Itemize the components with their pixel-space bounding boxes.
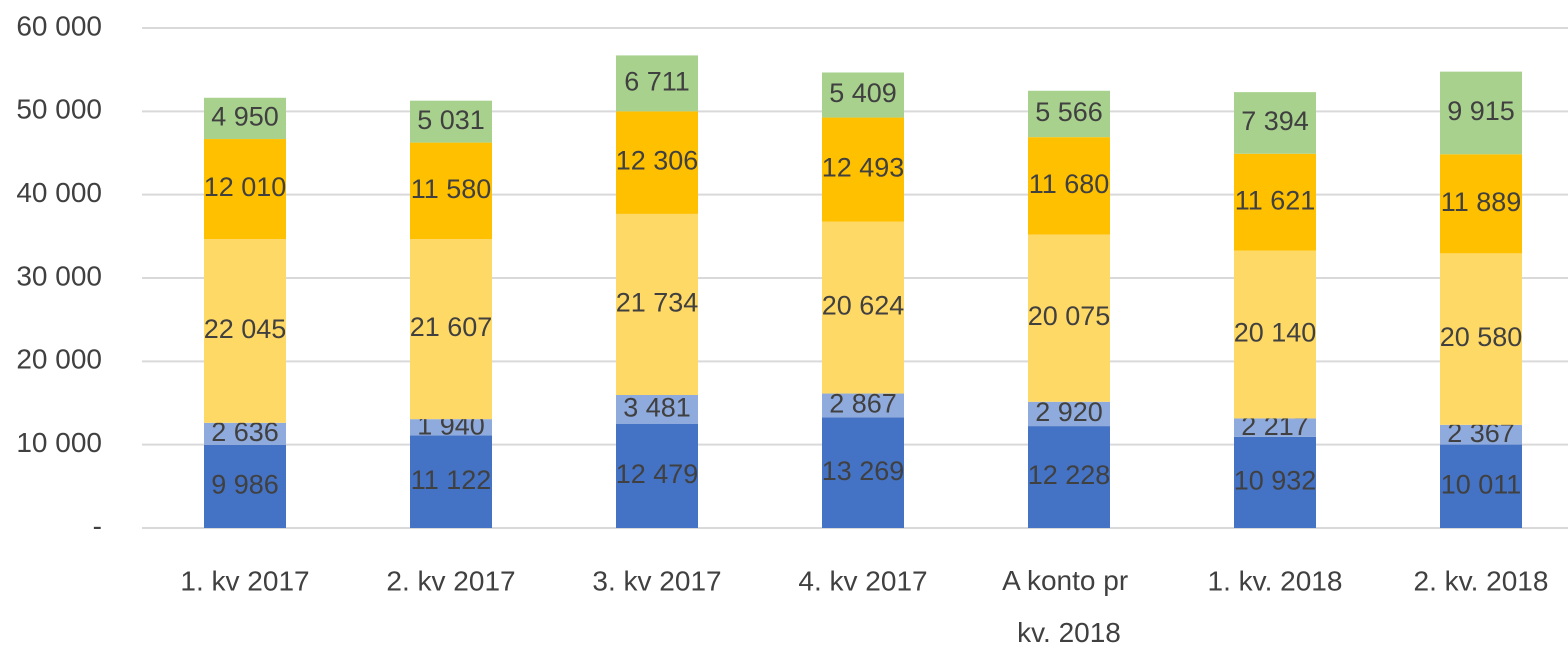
y-tick-label: 40 000: [16, 177, 102, 208]
bar-segment: [616, 424, 698, 528]
bar-segment: [410, 419, 492, 436]
bar-segment: [822, 417, 904, 528]
bar-segment: [1028, 137, 1110, 235]
bar-segment: [822, 221, 904, 394]
data-label: 12 010: [204, 172, 287, 202]
data-label: 4 950: [211, 102, 279, 132]
y-tick-label: 10 000: [16, 427, 102, 458]
bar-segment: [1234, 250, 1316, 419]
x-tick-label: 2. kv. 2018: [1414, 565, 1549, 596]
bar-segment: [1440, 424, 1522, 445]
bar-segment: [1234, 153, 1316, 251]
bar-segment: [204, 422, 286, 445]
y-tick-label: 30 000: [16, 260, 102, 291]
data-label: 12 493: [822, 153, 905, 183]
bar-segment: [410, 239, 492, 420]
data-label: 20 140: [1234, 318, 1317, 348]
data-label: 5 031: [417, 105, 485, 135]
bar-segment: [204, 444, 286, 528]
data-label: 11 680: [1029, 169, 1110, 199]
x-tick-label: 2. kv 2017: [386, 565, 515, 596]
data-label: 11 122: [411, 465, 492, 495]
bar-segment: [1440, 444, 1522, 528]
bar-segment: [616, 55, 698, 112]
bar-segment: [1440, 253, 1522, 425]
data-label: 12 479: [616, 459, 699, 489]
bar-segment: [1028, 90, 1110, 138]
bar-segment: [204, 139, 286, 240]
data-label: 2 867: [829, 389, 897, 419]
bar-segment: [822, 72, 904, 118]
bar-segment: [204, 97, 286, 140]
data-label: 6 711: [624, 66, 690, 96]
bar-segment: [204, 239, 286, 423]
bar-segment: [1440, 71, 1522, 155]
data-label: 21 607: [410, 312, 493, 342]
bar-segment: [1440, 154, 1522, 254]
bar-segment: [1028, 234, 1110, 402]
y-tick-label: 50 000: [16, 94, 102, 125]
data-label: 11 889: [1441, 187, 1522, 217]
x-tick-label: 1. kv 2017: [180, 565, 309, 596]
bar-segment: [616, 111, 698, 214]
y-tick-label: 60 000: [16, 10, 102, 41]
data-label: 12 306: [616, 146, 699, 176]
bar-segment: [616, 213, 698, 395]
data-label: 5 409: [829, 78, 897, 108]
x-tick-label: 3. kv 2017: [592, 565, 721, 596]
data-label: 2 920: [1035, 397, 1103, 427]
bar-segment: [1028, 426, 1110, 528]
y-tick-label: 20 000: [16, 344, 102, 375]
x-tick-label: 1. kv. 2018: [1208, 565, 1343, 596]
bar-segment: [616, 395, 698, 425]
x-tick-label: A konto pr kv. 2018: [1002, 565, 1136, 648]
data-label: 20 580: [1440, 322, 1523, 352]
data-label: 9 915: [1447, 96, 1515, 126]
bar-segment: [410, 142, 492, 240]
bar-segment: [410, 435, 492, 528]
data-label: 3 481: [623, 393, 691, 423]
data-label: 11 621: [1235, 185, 1316, 215]
data-label: 21 734: [616, 288, 699, 318]
data-label: 20 624: [822, 291, 905, 321]
data-label: 7 394: [1241, 106, 1309, 136]
data-label: 22 045: [204, 314, 287, 344]
bar-segment: [1234, 418, 1316, 437]
bar-segment: [822, 393, 904, 418]
data-label: 10 011: [1441, 469, 1522, 499]
data-label: 9 986: [211, 470, 279, 500]
bar-segment: [410, 100, 492, 143]
data-label: 20 075: [1028, 301, 1111, 331]
data-label: 13 269: [822, 456, 905, 486]
data-label: 5 566: [1035, 97, 1103, 127]
x-tick-label: 4. kv 2017: [798, 565, 927, 596]
data-label: 11 580: [411, 174, 492, 204]
bar-segment: [822, 117, 904, 222]
bar-segment: [1234, 92, 1316, 154]
data-label: 12 228: [1028, 460, 1111, 490]
data-label: 10 932: [1234, 466, 1317, 496]
y-tick-label: -: [93, 510, 102, 541]
bar-segment: [1028, 401, 1110, 427]
bar-segment: [1234, 436, 1316, 528]
